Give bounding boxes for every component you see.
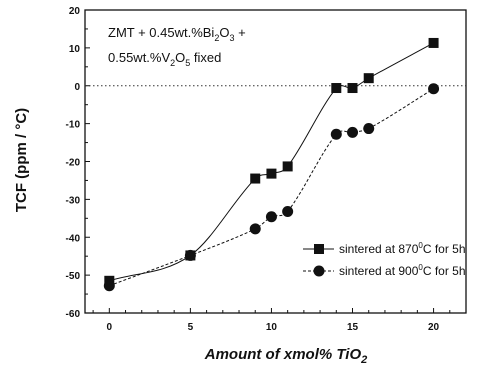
data-point-circle — [363, 123, 375, 135]
data-point-circle — [330, 128, 342, 140]
y-tick-label: -50 — [66, 271, 81, 282]
data-point-circle — [428, 83, 440, 95]
data-point-circle — [103, 280, 115, 292]
y-tick-label: -60 — [66, 309, 81, 320]
data-point-square — [282, 161, 293, 172]
data-point-circle — [347, 126, 359, 138]
data-point-square — [331, 83, 342, 94]
y-tick-label: -30 — [66, 195, 81, 206]
y-tick-label: 20 — [69, 6, 81, 17]
series-line-1 — [109, 88, 434, 287]
y-axis-title: TCF (ppm / °C) — [13, 108, 30, 212]
y-tick-label: -10 — [66, 120, 81, 131]
x-axis-title: Amount of xmol% TiO2 — [204, 346, 368, 366]
data-point-circle — [282, 205, 294, 217]
data-point-square — [347, 83, 358, 94]
data-point-circle — [249, 223, 261, 235]
data-point-square — [250, 173, 261, 184]
y-tick-label: -40 — [66, 233, 81, 244]
legend-label-870: sintered at 8700C for 5h — [339, 241, 466, 256]
data-point-square — [266, 168, 277, 179]
data-point-square — [363, 73, 374, 84]
y-tick-label: 10 — [69, 44, 81, 55]
axis-ticks: 0 5 10 15 20 -60 -50 -40 -30 -20 -10 0 10 20 — [66, 6, 467, 333]
legend-marker-circle — [313, 265, 325, 277]
x-tick-label: 5 — [188, 322, 194, 333]
legend: sintered at 8700C for 5h sintered at 900… — [303, 241, 466, 278]
y-tick-label: 0 — [74, 82, 80, 93]
series-layer — [103, 37, 440, 292]
annotation-line-1: ZMT + 0.45wt.%Bi2O3 + — [108, 25, 246, 43]
annotation-line-2: 0.55wt.%V2O5 fixed — [108, 50, 221, 68]
data-point-circle — [265, 211, 277, 223]
legend-label-900: sintered at 9000C for 5h — [339, 263, 466, 278]
x-tick-label: 10 — [266, 322, 278, 333]
x-tick-label: 20 — [428, 322, 440, 333]
x-tick-label: 15 — [347, 322, 359, 333]
data-point-circle — [184, 249, 196, 261]
legend-marker-square — [314, 244, 324, 254]
y-tick-label: -20 — [66, 158, 81, 169]
data-point-square — [428, 37, 439, 48]
x-tick-label: 0 — [107, 322, 113, 333]
